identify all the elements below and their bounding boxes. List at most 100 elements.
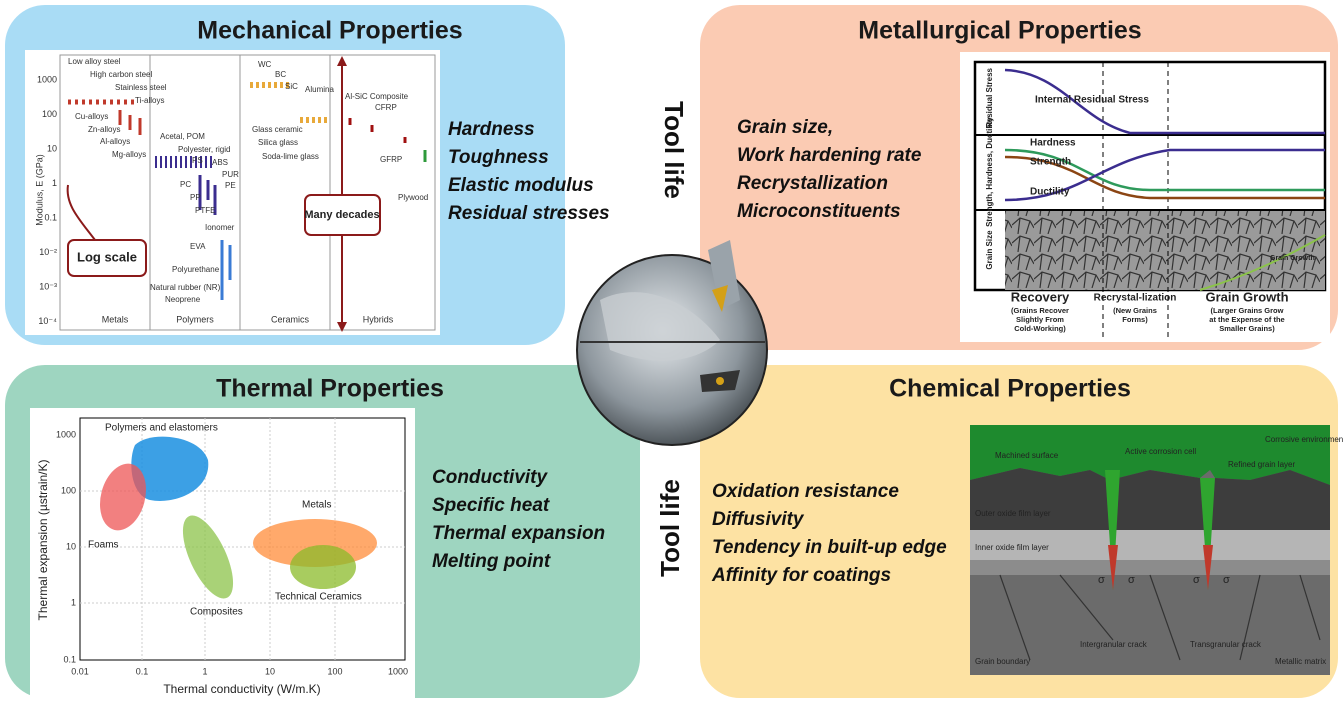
mechanical-axes <box>59 54 436 331</box>
region-label: Polymers and elastomers <box>105 423 218 434</box>
material-label: Silica glass <box>258 138 298 147</box>
material-label: Low alloy steel <box>68 57 121 66</box>
property-item: Melting point <box>432 551 551 572</box>
panel-title: Metallurgical Properties <box>858 17 1141 45</box>
stage-note: Cold-Working) <box>1014 324 1066 333</box>
chemical-figure <box>970 425 1330 675</box>
curve-label: Ductility <box>1030 187 1070 198</box>
property-item: Toughness <box>448 147 549 168</box>
property-item: Residual stresses <box>448 203 610 224</box>
property-item: Recrystallization <box>737 173 888 194</box>
material-label: Ionomer <box>205 223 235 232</box>
region-label: Composites <box>190 607 243 618</box>
figure-label: Grain boundary <box>975 657 1030 666</box>
property-item: Thermal expansion <box>432 523 605 544</box>
material-label: WC <box>258 60 272 69</box>
figure-label: Outer oxide film layer <box>975 509 1051 518</box>
tool-life-label: Tool life <box>655 479 685 577</box>
property-item: Diffusivity <box>712 509 805 530</box>
tool-life-label: Tool life <box>659 101 689 199</box>
stage-note: (New Grains <box>1113 306 1157 315</box>
material-label: Cu-alloys <box>75 112 108 121</box>
callout: Log scale <box>77 249 137 264</box>
stage-note: Slightly From <box>1016 315 1064 324</box>
stress-symbol: σ <box>1128 574 1135 586</box>
property-item: Hardness <box>448 119 535 140</box>
panel-title: Chemical Properties <box>889 375 1131 403</box>
property-item: Elastic modulus <box>448 175 594 196</box>
axis-label: Thermal expansion (µstrain/K) <box>36 460 50 621</box>
tick-label: 10 <box>47 143 57 153</box>
tick-label: 10⁻³ <box>39 281 57 291</box>
curve-label: Grain Growth <box>1270 255 1315 262</box>
material-label: Alumina <box>305 85 334 94</box>
region-label: Technical Ceramics <box>275 592 362 603</box>
tick-label: 1000 <box>56 429 76 439</box>
material-label: ABS <box>212 158 228 167</box>
material-label: PUR <box>222 170 239 179</box>
figure-label: Machined surface <box>995 451 1059 460</box>
property-item: Conductivity <box>432 467 548 488</box>
material-label: PP <box>190 193 201 202</box>
material-label: Zn-alloys <box>88 125 120 134</box>
figure-label: Transgranular crack <box>1190 640 1262 649</box>
metallurgical-axes <box>973 60 1327 340</box>
thermal-axes <box>79 417 406 661</box>
panel-title: Thermal Properties <box>216 375 444 403</box>
tick-label: 1 <box>52 178 57 188</box>
tick-label: 100 <box>327 666 342 676</box>
material-label: Polyester, rigid <box>178 145 230 154</box>
tick-label: 0.01 <box>71 666 89 676</box>
region-label: Metals <box>302 500 331 511</box>
stage-note: Forms) <box>1122 315 1148 324</box>
stage-name: Recrystal-lization <box>1094 293 1177 304</box>
property-item: Grain size, <box>737 117 833 138</box>
axis-label: Thermal conductivity (W/m.K) <box>163 682 320 696</box>
stress-symbol: σ <box>1098 574 1105 586</box>
row-label: Grain Size <box>985 230 994 270</box>
row-label: Residual Stress <box>985 67 994 128</box>
machining-photo <box>576 240 768 446</box>
property-item: Tendency in built-up edge <box>712 537 947 558</box>
figure-label: Active corrosion cell <box>1125 447 1196 456</box>
material-label: Plywood <box>398 193 428 202</box>
curve-label: Hardness <box>1030 138 1076 149</box>
material-label: GFRP <box>380 155 402 164</box>
material-label: PC <box>180 180 191 189</box>
figure-label: Refined grain layer <box>1228 460 1295 469</box>
tick-label: 1000 <box>388 666 408 676</box>
property-item: Microconstituents <box>737 201 901 222</box>
mechanical-figure <box>25 50 440 335</box>
tick-label: 0.1 <box>136 666 149 676</box>
property-item: Specific heat <box>432 495 550 516</box>
material-label: Ti-alloys <box>135 96 164 105</box>
tick-label: 10⁻⁴ <box>38 316 57 326</box>
row-label: Strength, Hardness, Ductility <box>985 117 994 227</box>
tick-label: 1000 <box>37 74 57 84</box>
tick-label: 1 <box>71 597 76 607</box>
tick-label: 100 <box>42 109 57 119</box>
material-label: BC <box>275 70 286 79</box>
property-item: Oxidation resistance <box>712 481 899 502</box>
material-label: Polyurethane <box>172 265 220 274</box>
tick-label: 10⁻² <box>39 247 57 257</box>
stress-symbol: σ <box>1193 574 1200 586</box>
tick-label: 100 <box>61 485 76 495</box>
figure-label: Metallic matrix <box>1275 657 1326 666</box>
material-label: Acetal, POM <box>160 132 205 141</box>
figure-label: Corrosive environment <box>1265 435 1343 444</box>
tick-label: 0.1 <box>63 654 76 664</box>
class-label: Hybrids <box>363 314 394 324</box>
stage-note: at the Expense of the <box>1209 315 1284 324</box>
tick-label: 0.1 <box>44 212 57 222</box>
stage-note: (Larger Grains Grow <box>1211 306 1284 315</box>
material-label: CFRP <box>375 103 397 112</box>
region-label: Foams <box>88 540 119 551</box>
tick-label: 10 <box>66 541 76 551</box>
material-label: Al-SiC Composite <box>345 92 409 101</box>
material-label: Natural rubber (NR) <box>150 283 221 292</box>
class-label: Polymers <box>176 314 214 324</box>
material-label: SiC <box>285 82 298 91</box>
stage-note: Smaller Grains) <box>1219 324 1275 333</box>
material-label: Glass ceramic <box>252 125 303 134</box>
